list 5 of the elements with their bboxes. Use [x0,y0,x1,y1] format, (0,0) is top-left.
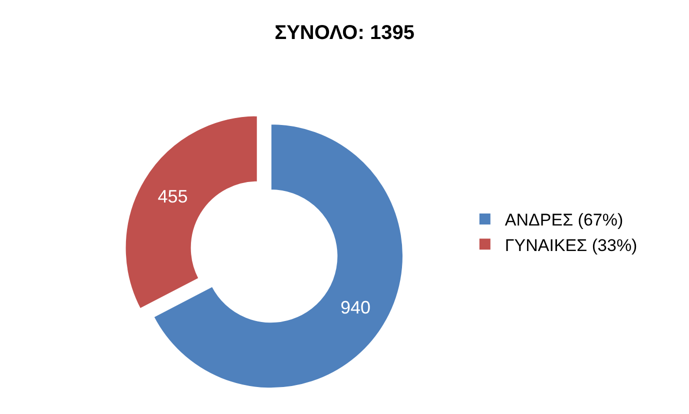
legend-label: ΓΥΝΑΙΚΕΣ (33%) [504,236,638,255]
data-label: 940 [340,298,371,318]
legend-label: ΑΝΔΡΕΣ (67%) [504,210,624,230]
data-label: 455 [158,186,188,206]
chart-title: ΣΥΝΟΛΟ: 1395 [274,22,414,44]
